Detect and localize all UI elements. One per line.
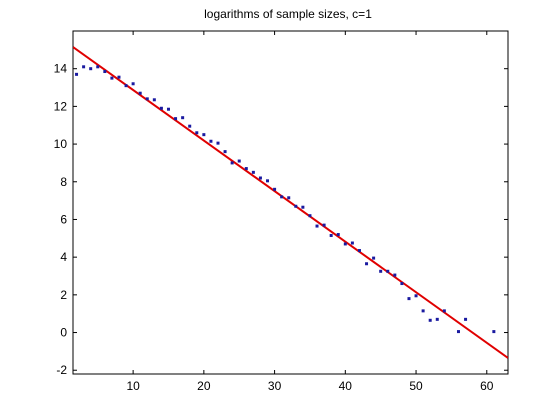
data-point xyxy=(407,297,411,301)
data-point xyxy=(442,309,446,313)
data-point xyxy=(209,139,213,143)
y-tick-label: 14 xyxy=(54,62,68,76)
data-point xyxy=(329,233,333,237)
data-point xyxy=(75,72,79,76)
data-point xyxy=(386,269,390,273)
data-point xyxy=(464,317,468,321)
data-point xyxy=(266,179,270,183)
y-tick-label: 0 xyxy=(60,326,67,340)
data-point xyxy=(152,98,156,102)
chart-title: logarithms of sample sizes, c=1 xyxy=(204,7,372,21)
data-point xyxy=(124,84,128,88)
data-point xyxy=(216,141,220,145)
data-point xyxy=(379,269,383,273)
y-tick-label: 12 xyxy=(54,99,68,113)
data-point xyxy=(336,233,340,237)
data-point xyxy=(414,294,418,298)
data-point xyxy=(301,205,305,209)
x-tick-label: 30 xyxy=(268,379,282,393)
data-point xyxy=(159,106,163,110)
data-point xyxy=(258,176,262,180)
data-point xyxy=(421,309,425,313)
data-point xyxy=(138,91,142,95)
data-point xyxy=(393,273,397,277)
data-point xyxy=(195,131,199,135)
data-point xyxy=(308,214,312,218)
data-point xyxy=(230,161,234,165)
data-point xyxy=(174,117,178,121)
data-point xyxy=(350,241,354,245)
y-tick-label: 8 xyxy=(60,175,67,189)
data-point xyxy=(103,70,107,74)
data-point xyxy=(322,223,326,227)
data-point xyxy=(492,330,496,334)
data-point xyxy=(117,75,121,79)
x-tick-label: 10 xyxy=(126,379,140,393)
data-point xyxy=(202,133,206,137)
data-point xyxy=(400,282,404,286)
fit-line xyxy=(73,46,508,359)
data-point xyxy=(145,97,149,101)
data-point xyxy=(244,167,248,171)
data-point xyxy=(315,224,319,228)
y-tick-label: 4 xyxy=(60,250,67,264)
y-tick-label: 2 xyxy=(60,288,67,302)
data-point xyxy=(82,65,86,69)
x-tick-label: 50 xyxy=(409,379,423,393)
data-point xyxy=(188,124,192,128)
data-point xyxy=(294,204,298,208)
data-point xyxy=(456,330,460,334)
x-tick-label: 40 xyxy=(339,379,353,393)
data-point xyxy=(428,318,432,322)
data-point xyxy=(89,67,93,71)
data-point xyxy=(365,262,369,266)
data-point xyxy=(96,65,100,69)
data-point xyxy=(166,107,170,111)
data-point xyxy=(251,170,255,174)
y-tick-label: 10 xyxy=(54,137,68,151)
data-point xyxy=(435,317,439,321)
data-point xyxy=(273,187,277,191)
data-point xyxy=(287,196,291,200)
x-tick-label: 60 xyxy=(480,379,494,393)
data-point xyxy=(223,150,227,154)
y-tick-label: 6 xyxy=(60,212,67,226)
plot-frame xyxy=(72,30,509,375)
data-point xyxy=(131,82,135,86)
data-point xyxy=(181,116,185,120)
data-point xyxy=(343,242,347,246)
data-point xyxy=(357,249,361,253)
y-tick-label: -2 xyxy=(56,363,67,377)
data-point xyxy=(110,76,114,80)
data-point xyxy=(372,256,376,260)
data-point xyxy=(280,195,284,199)
x-tick-label: 20 xyxy=(197,379,211,393)
data-point xyxy=(237,159,241,163)
